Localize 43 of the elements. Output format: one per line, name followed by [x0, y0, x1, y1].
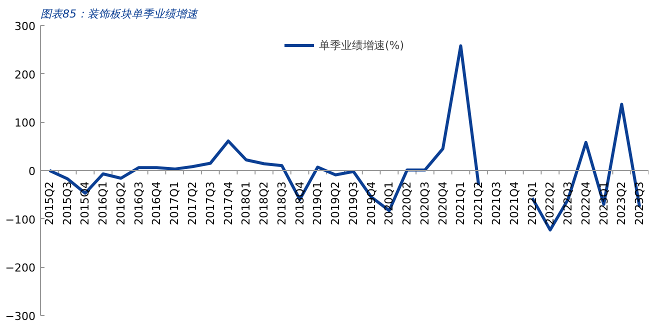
x-tick-label: 2022Q4 — [579, 181, 592, 226]
x-tick-label: 2018Q4 — [293, 181, 306, 226]
legend-label: 单季业绩增速(%) — [318, 38, 404, 52]
y-tick-label: 0 — [28, 165, 36, 178]
x-tick-label: 2019Q4 — [364, 181, 378, 226]
x-tick-label: 2022Q1 — [526, 181, 539, 226]
x-tick-label: 2021Q4 — [508, 181, 521, 226]
x-tick-label: 2016Q3 — [132, 181, 146, 226]
x-tick-label: 2016Q2 — [114, 181, 128, 226]
x-tick-label: 2022Q3 — [562, 181, 575, 226]
chart-title: 图表85：装饰板块单季业绩增速 — [40, 8, 198, 20]
x-tick-label: 2017Q2 — [186, 181, 199, 226]
x-tick-label: 2021Q2 — [472, 181, 486, 226]
y-tick-label: 300 — [14, 20, 36, 33]
x-tick-label: 2019Q1 — [311, 181, 324, 226]
y-tick-label: 200 — [14, 68, 36, 82]
x-tick-label: 2021Q3 — [490, 181, 503, 226]
x-tick-label: 2020Q3 — [418, 181, 432, 226]
x-tick-label: 2020Q2 — [400, 181, 414, 226]
x-tick-label: 2019Q2 — [329, 181, 342, 226]
x-tick-label: 2023Q1 — [597, 181, 610, 226]
x-tick-label: 2016Q1 — [96, 181, 110, 226]
x-tick-label: 2017Q3 — [204, 181, 217, 226]
x-tick-label: 2023Q3 — [633, 181, 646, 226]
x-tick-label: 2023Q2 — [615, 181, 628, 226]
y-tick-label: 100 — [14, 116, 36, 130]
x-tick-label: 2018Q2 — [258, 181, 271, 226]
x-tick-label: 2018Q1 — [240, 181, 253, 226]
x-tick-label: 2020Q4 — [436, 181, 450, 226]
y-tick-label: −100 — [5, 213, 36, 226]
x-tick-label: 2015Q2 — [42, 181, 56, 226]
x-tick-label: 2022Q2 — [544, 181, 557, 226]
x-tick-label: 2019Q3 — [346, 181, 360, 226]
x-tick-label: 2015Q4 — [78, 181, 92, 226]
x-tick-label: 2016Q4 — [150, 181, 164, 226]
x-tick-label: 2018Q3 — [275, 181, 288, 226]
y-tick-label: −200 — [5, 262, 36, 275]
y-tick-label: −300 — [5, 310, 36, 323]
x-tick-label: 2021Q1 — [454, 181, 468, 226]
x-tick-label: 2020Q1 — [382, 181, 396, 226]
x-tick-label: 2017Q4 — [222, 181, 235, 226]
x-tick-label: 2017Q1 — [168, 181, 182, 226]
x-tick-label: 2015Q3 — [60, 181, 74, 226]
